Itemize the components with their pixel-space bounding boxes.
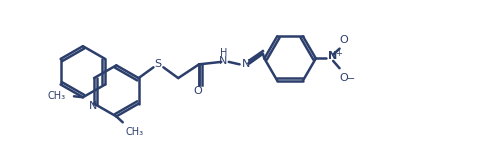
Text: CH₃: CH₃: [48, 91, 65, 101]
Text: N: N: [219, 56, 227, 66]
Text: CH₃: CH₃: [125, 127, 144, 137]
Text: S: S: [154, 59, 161, 69]
Text: N: N: [242, 59, 250, 69]
Text: N: N: [328, 51, 337, 61]
Text: +: +: [336, 49, 343, 58]
Text: O: O: [340, 73, 348, 83]
Text: N: N: [89, 101, 97, 111]
Text: O: O: [340, 35, 348, 45]
Text: O: O: [194, 86, 202, 96]
Text: −: −: [347, 74, 355, 84]
Text: H: H: [220, 48, 227, 58]
